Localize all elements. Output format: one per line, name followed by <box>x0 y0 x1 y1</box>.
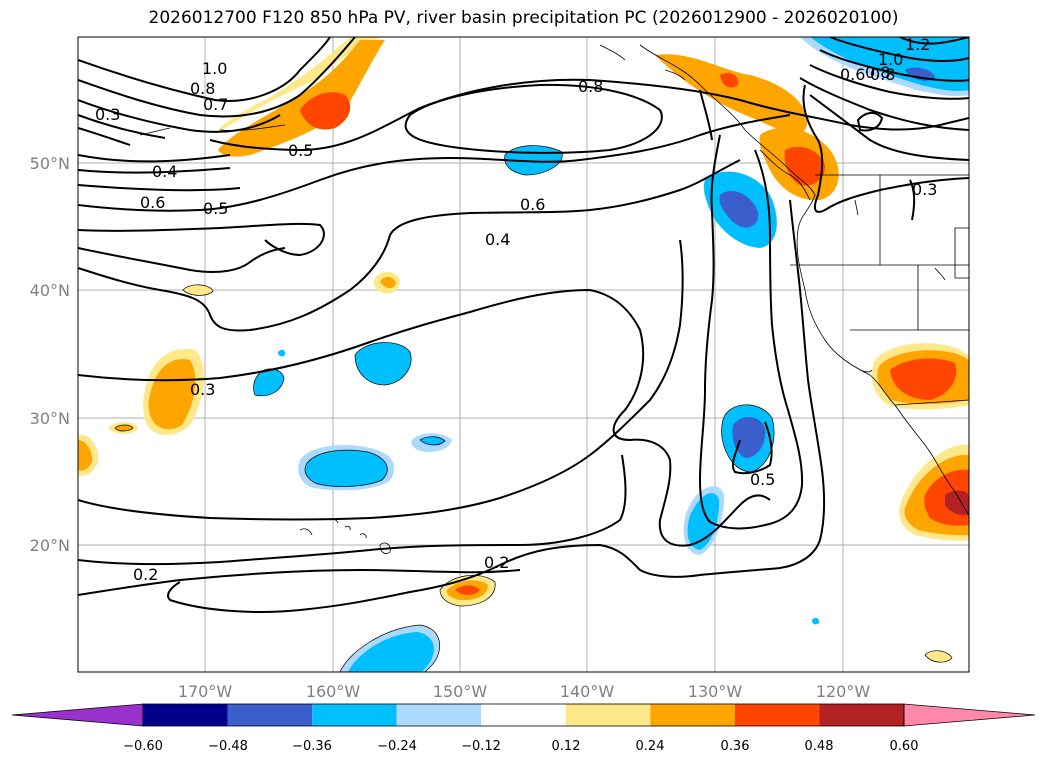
colorbar-extend-high <box>903 703 1036 727</box>
map-title: 2026012700 F120 850 hPa PV, river basin … <box>148 8 899 28</box>
contour-label: 0.6 <box>840 65 865 84</box>
lon-label: 160°W <box>306 682 361 701</box>
colorbar-tick-label: −0.24 <box>377 739 417 754</box>
colorbar-tick-label: 0.12 <box>552 739 581 754</box>
map-frame <box>77 36 970 673</box>
lat-label: 20°N <box>30 536 70 555</box>
contour-label: 1.0 <box>878 50 903 69</box>
colorbar-tick-label: 0.48 <box>805 739 834 754</box>
lat-label: 30°N <box>30 409 70 428</box>
contour-label: 0.2 <box>133 565 158 584</box>
contour-label: 0.3 <box>912 180 937 199</box>
colorbar-tick-label: −0.12 <box>461 739 501 754</box>
contour-label: 0.5 <box>750 470 775 489</box>
colorbar-tick-label: −0.48 <box>208 739 248 754</box>
lon-label: 170°W <box>178 682 233 701</box>
colorbar-frame <box>142 703 905 727</box>
latitude-labels: 50°N 40°N 30°N 20°N <box>30 154 70 555</box>
contour-label: 0.8 <box>578 77 603 96</box>
contour-label: 1.0 <box>202 59 227 78</box>
contour-label: 1.2 <box>905 35 930 54</box>
contour-label: 0.4 <box>152 162 177 181</box>
lon-label: 120°W <box>816 682 871 701</box>
colorbar-tick-label: 0.60 <box>890 739 919 754</box>
colorbar-segment <box>734 704 820 726</box>
contour-label: 0.3 <box>95 105 120 124</box>
coastlines <box>139 44 969 554</box>
colorbar-segment <box>312 704 397 726</box>
colorbar-tick-label: −0.36 <box>292 739 332 754</box>
contour-label: 0.2 <box>484 553 509 572</box>
contour-label: 0.6 <box>520 195 545 214</box>
colorbar-segment <box>819 704 904 726</box>
longitude-labels: 170°W 160°W 150°W 140°W 130°W 120°W <box>178 682 871 701</box>
colorbar-extend-low <box>11 703 144 727</box>
contour-label: 0.3 <box>190 380 215 399</box>
contour-label: 0.7 <box>203 95 228 114</box>
lon-label: 130°W <box>688 682 743 701</box>
contour-label: 0.6 <box>140 193 165 212</box>
colorbar-segment <box>565 704 651 726</box>
colorbar-tick-label: 0.36 <box>721 739 750 754</box>
pv-contours <box>78 37 969 613</box>
colorbar-segment <box>396 704 482 726</box>
precip-shading <box>78 37 969 672</box>
contour-label: 0.8 <box>870 65 895 84</box>
contour-label: 0.8 <box>190 79 215 98</box>
contour-label: 0.4 <box>485 230 510 249</box>
lon-label: 140°W <box>560 682 615 701</box>
colorbar-segment <box>481 704 566 726</box>
contour-labels: 1.2 1.0 0.8 0.6 0.8 1.0 0.8 0.7 0.3 0.5 … <box>95 35 937 584</box>
colorbar-segment <box>227 704 313 726</box>
colorbar-tick-label: −0.60 <box>123 739 163 754</box>
colorbar-segment <box>143 704 228 726</box>
contour-label: 0.5 <box>288 141 313 160</box>
contour-label: 0.5 <box>203 199 228 218</box>
lon-label: 150°W <box>433 682 488 701</box>
colorbar-tick-labels: −0.60 −0.48 −0.36 −0.24 −0.12 0.12 0.24 … <box>123 739 918 754</box>
colorbar <box>11 703 1036 727</box>
colorbar-tick-label: 0.24 <box>636 739 665 754</box>
lat-label: 40°N <box>30 281 70 300</box>
colorbar-segment <box>650 704 735 726</box>
contour-label: 0.8 <box>865 63 890 82</box>
lat-label: 50°N <box>30 154 70 173</box>
